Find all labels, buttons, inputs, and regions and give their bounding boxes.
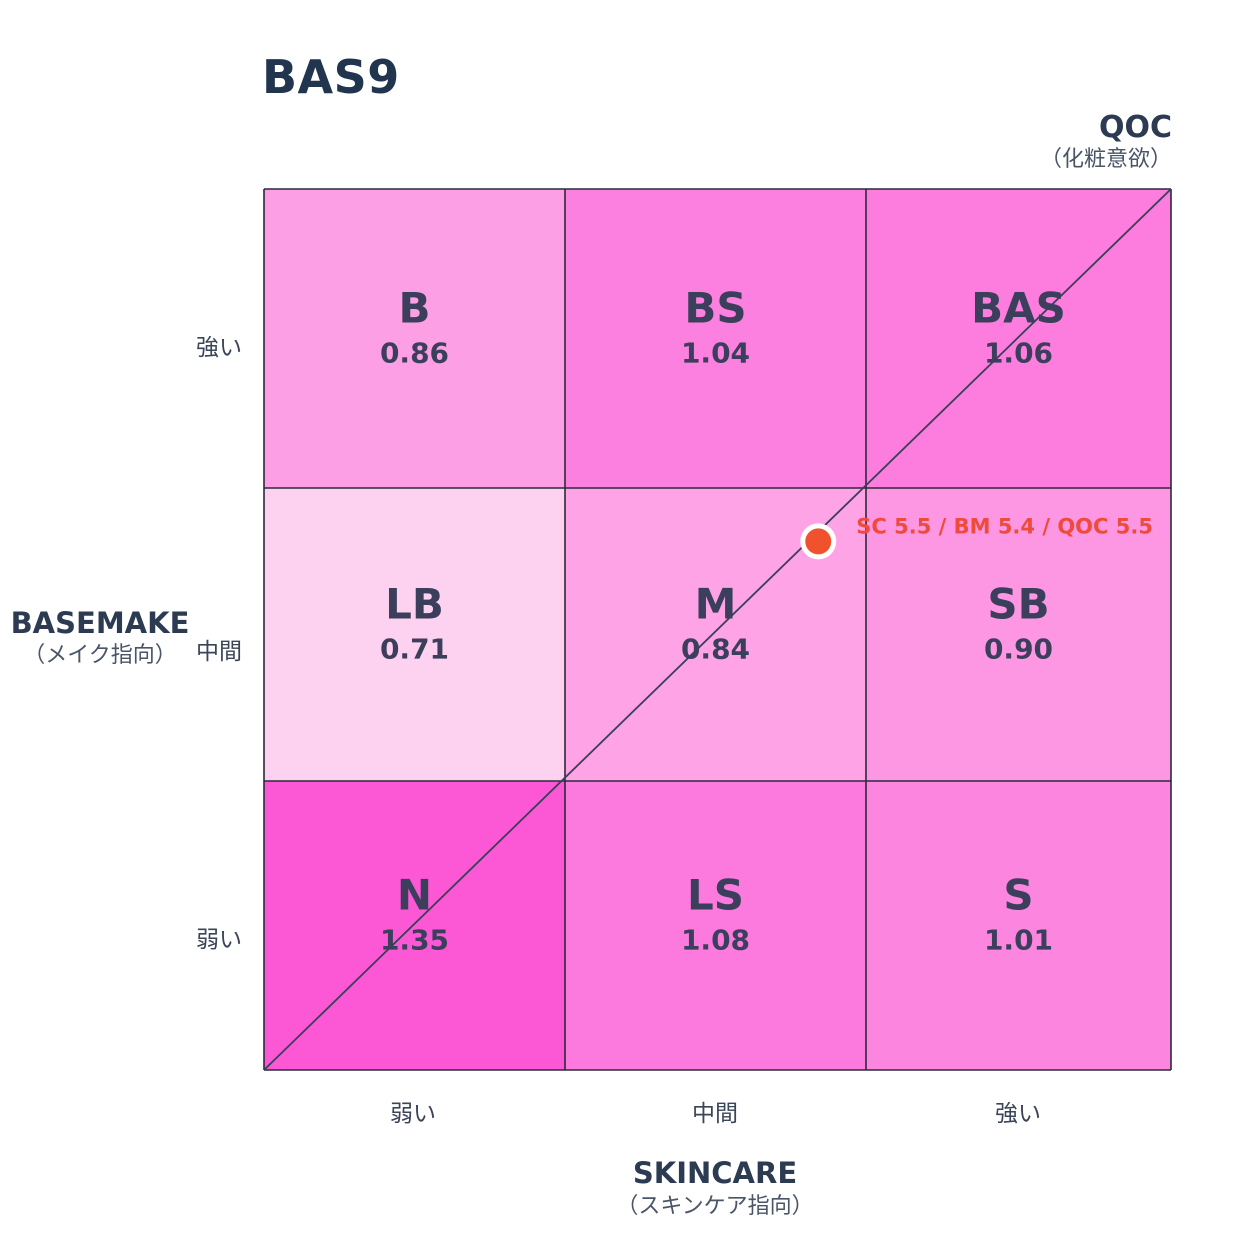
x-axis-label: SKINCARE （スキンケア指向）	[565, 1155, 865, 1223]
cell-code-ls: LS	[687, 871, 744, 920]
cell-code-bs: BS	[684, 284, 746, 333]
cell-code-b: B	[398, 284, 430, 333]
y-axis-label-main: BASEMAKE	[10, 606, 190, 640]
cell-value-b: 0.86	[380, 337, 449, 370]
cell-code-sb: SB	[987, 580, 1049, 629]
chart-title: BAS9	[262, 50, 400, 104]
y-tick-middle: 中間	[196, 639, 242, 665]
cell-value-m: 0.84	[681, 633, 750, 666]
qoc-label-main: QOC	[1098, 110, 1172, 145]
cell-value-n: 1.35	[380, 924, 449, 957]
y-axis-label-sub: （メイク指向）	[23, 643, 177, 668]
cell-value-s: 1.01	[984, 924, 1053, 957]
y-axis-label: BASEMAKE （メイク指向）	[10, 605, 190, 671]
qoc-diagonal-line	[263, 188, 1172, 1071]
y-tick-strong: 強い	[196, 335, 242, 361]
cell-code-bas: BAS	[971, 284, 1066, 333]
x-tick-strong: 強い	[995, 1101, 1041, 1127]
x-tick-middle: 中間	[692, 1101, 738, 1127]
cell-code-lb: LB	[385, 580, 444, 629]
cell-code-m: M	[695, 580, 737, 629]
x-axis-label-main: SKINCARE	[632, 1156, 798, 1190]
data-point-label: SC 5.5 / BM 5.4 / QOC 5.5	[856, 514, 1153, 538]
cell-code-s: S	[1003, 871, 1033, 920]
cell-value-bs: 1.04	[681, 337, 750, 370]
cell-ls	[565, 781, 866, 1070]
cell-value-bas: 1.06	[984, 337, 1053, 370]
cell-code-n: N	[397, 871, 432, 920]
cell-value-lb: 0.71	[380, 633, 449, 666]
cell-s	[866, 781, 1171, 1070]
cell-b	[264, 189, 565, 488]
qoc-label-sub: （化粧意欲）	[1039, 147, 1172, 172]
x-axis-label-sub: （スキンケア指向）	[616, 1194, 814, 1219]
qoc-axis-label: QOC （化粧意欲）	[912, 110, 1172, 174]
data-point	[805, 528, 832, 555]
cell-sb	[866, 488, 1171, 781]
cell-bs	[565, 189, 866, 488]
cell-value-sb: 0.90	[984, 633, 1053, 666]
y-tick-weak: 弱い	[196, 927, 242, 953]
x-tick-weak: 弱い	[390, 1101, 436, 1127]
cell-value-ls: 1.08	[681, 924, 750, 957]
cell-lb	[264, 488, 565, 781]
